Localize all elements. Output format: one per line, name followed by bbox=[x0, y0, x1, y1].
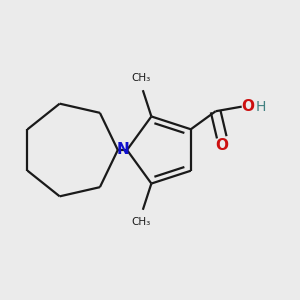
Text: O: O bbox=[215, 138, 228, 153]
Text: CH₃: CH₃ bbox=[132, 73, 151, 82]
Text: H: H bbox=[256, 100, 266, 114]
Text: CH₃: CH₃ bbox=[132, 218, 151, 227]
Text: N: N bbox=[117, 142, 130, 157]
Text: O: O bbox=[242, 99, 255, 114]
